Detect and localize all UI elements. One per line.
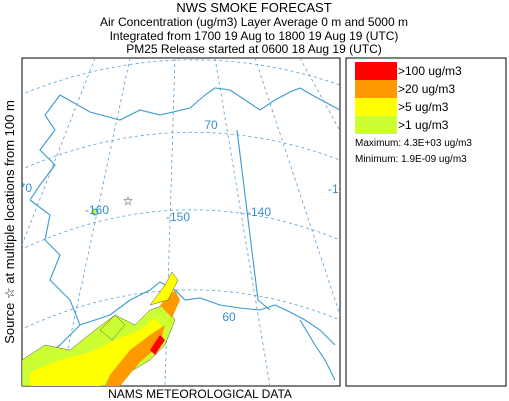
longitude-label: -160 (85, 203, 109, 217)
smoke-plume (22, 271, 180, 386)
source-marker: ☆ (123, 194, 134, 208)
legend-swatch (355, 80, 397, 98)
longitude-label: -140 (247, 205, 271, 219)
map-frame (21, 57, 341, 387)
legend-swatch (355, 98, 397, 116)
title: NWS SMOKE FORECAST (176, 0, 331, 15)
longitude-label: -130 (328, 182, 352, 196)
latitude-label: 60 (222, 310, 236, 324)
longitude-label: -150 (166, 210, 190, 224)
coastline (24, 87, 340, 381)
footer: NAMS METEOROLOGICAL DATA (108, 387, 292, 401)
map-labels: -170 -160 -150 -140 -130 70 60 (8, 118, 352, 324)
legend: >100 ug/m3 >20 ug/m3 >5 ug/m3 >1 ug/m3 (355, 62, 462, 134)
minimum: Minimum: 1.9E-09 ug/m3 (355, 154, 467, 165)
maximum: Maximum: 4.3E+03 ug/m3 (355, 138, 472, 149)
graticule (22, 58, 340, 386)
map: -170 -160 -150 -140 -130 70 60 ☆ (8, 57, 352, 387)
legend-label: >100 ug/m3 (398, 64, 462, 78)
side-label: Source ☆ at multiple locations from 100 … (2, 100, 17, 344)
legend-swatch (355, 62, 397, 80)
latitude-label: 70 (204, 118, 218, 132)
longitude-label: -170 (8, 181, 32, 195)
legend-label: >20 ug/m3 (398, 82, 455, 96)
subtitle: PM25 Release started at 0600 18 Aug 19 (… (126, 42, 381, 56)
subtitle: Integrated from 1700 19 Aug to 1800 19 A… (110, 29, 399, 43)
legend-label: >1 ug/m3 (398, 118, 449, 132)
subtitle: Air Concentration (ug/m3) Layer Average … (100, 15, 408, 29)
legend-label: >5 ug/m3 (398, 100, 449, 114)
legend-swatch (355, 116, 397, 134)
